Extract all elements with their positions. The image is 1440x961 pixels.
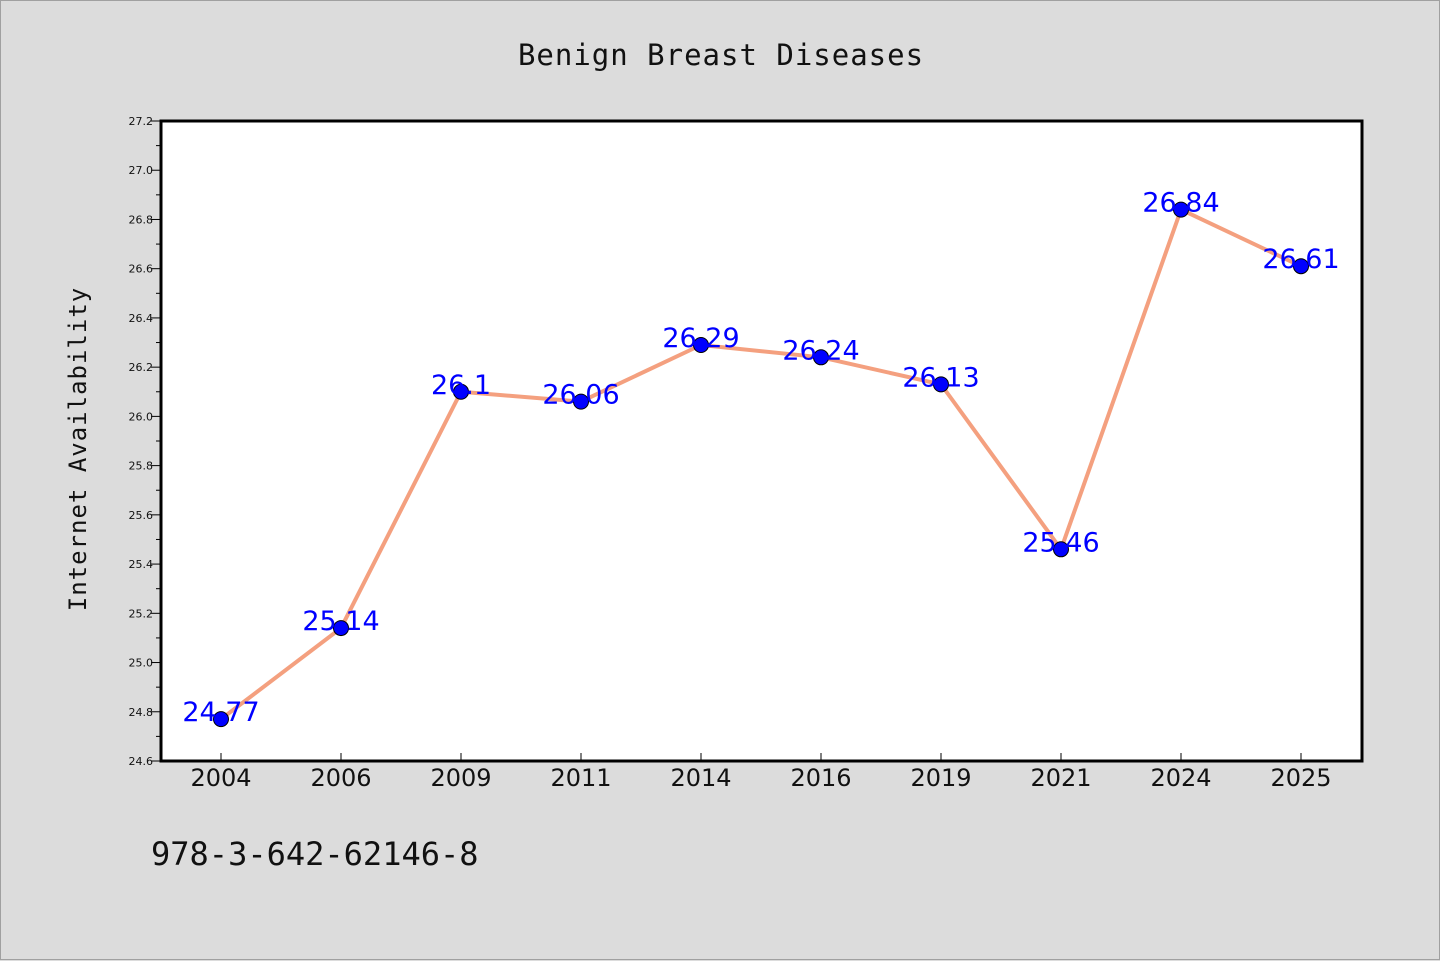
x-tick-label: 2019	[910, 764, 971, 792]
data-point	[813, 349, 829, 366]
x-tick-label: 2009	[430, 764, 491, 792]
x-tick-label: 2021	[1030, 764, 1091, 792]
y-tick-label: 25.4	[129, 558, 154, 571]
data-point	[213, 711, 229, 728]
y-tick-label: 25.0	[129, 657, 154, 670]
data-label: 26.24	[782, 335, 859, 366]
data-label: 26.84	[1142, 188, 1219, 219]
data-point	[1293, 258, 1309, 275]
y-tick-label: 27.2	[129, 115, 154, 128]
footnote: 978-3-642-62146-8	[151, 835, 479, 873]
y-tick-label: 26.6	[129, 263, 154, 276]
y-tick-label: 25.8	[129, 460, 154, 473]
data-point	[573, 393, 589, 410]
y-tick-label: 26.8	[129, 213, 154, 226]
y-tick-label: 26.4	[129, 312, 154, 325]
data-label: 26.29	[662, 323, 739, 354]
data-point	[1053, 541, 1069, 558]
x-tick-label: 2004	[190, 764, 251, 792]
plot-area	[161, 121, 1362, 761]
data-label: 24.77	[182, 697, 259, 728]
x-tick-label: 2011	[550, 764, 611, 792]
series-line	[213, 201, 1309, 728]
x-tick-label: 2016	[790, 764, 851, 792]
x-axis: 2004 2006 2009 2011 2014 2016 2019 2021 2024 2025	[190, 753, 1332, 792]
data-label: 26.13	[902, 362, 979, 393]
y-tick-label: 24.6	[129, 755, 154, 768]
y-tick-label: 25.2	[129, 607, 154, 620]
data-label: 26.1	[431, 370, 491, 401]
plot-border	[159, 119, 1364, 763]
x-tick-label: 2024	[1150, 764, 1211, 792]
y-tick-label: 26.0	[129, 410, 154, 423]
y-axis-label: Internet Availability	[64, 287, 92, 611]
data-point	[453, 383, 469, 400]
y-tick-label: 27.0	[129, 164, 154, 177]
data-label: 26.06	[542, 380, 619, 411]
y-tick-label: 25.6	[129, 509, 154, 522]
x-tick-label: 2025	[1270, 764, 1331, 792]
y-tick-label: 24.8	[129, 706, 154, 719]
x-tick-label: 2014	[670, 764, 731, 792]
data-point	[333, 620, 349, 637]
x-tick-label: 2006	[310, 764, 371, 792]
y-tick-label: 26.2	[129, 361, 154, 374]
chart-title: Benign Breast Diseases	[518, 38, 924, 72]
data-labels: 24.77 25.14 26.1 26.06 26.29 26.24 26.13 25.46 2…	[182, 188, 1339, 729]
y-axis: 24.6 24.8 25.0 25.2 25.4 25.6 25.8 26.0 26.2 26.4…	[129, 115, 161, 768]
data-point	[1173, 201, 1189, 218]
series-path	[219, 207, 1302, 721]
data-point	[693, 337, 709, 353]
data-point	[933, 376, 949, 393]
data-label: 25.14	[302, 606, 379, 637]
data-label: 25.46	[1022, 527, 1099, 558]
data-label: 26.61	[1262, 244, 1339, 275]
